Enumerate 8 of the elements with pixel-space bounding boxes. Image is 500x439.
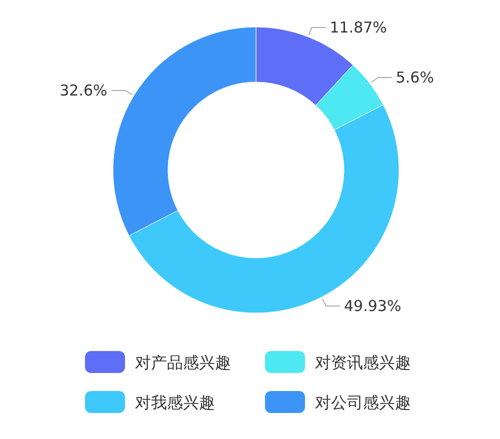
data-label: 32.6%	[60, 81, 108, 100]
data-label: 11.87%	[330, 18, 387, 37]
legend-label: 对产品感兴趣	[135, 353, 231, 372]
legend-label: 对公司感兴趣	[315, 393, 411, 412]
legend-label: 对资讯感兴趣	[315, 353, 411, 372]
data-label: 5.6%	[396, 68, 434, 87]
data-label: 49.93%	[344, 297, 402, 316]
legend-label: 对我感兴趣	[135, 393, 215, 412]
